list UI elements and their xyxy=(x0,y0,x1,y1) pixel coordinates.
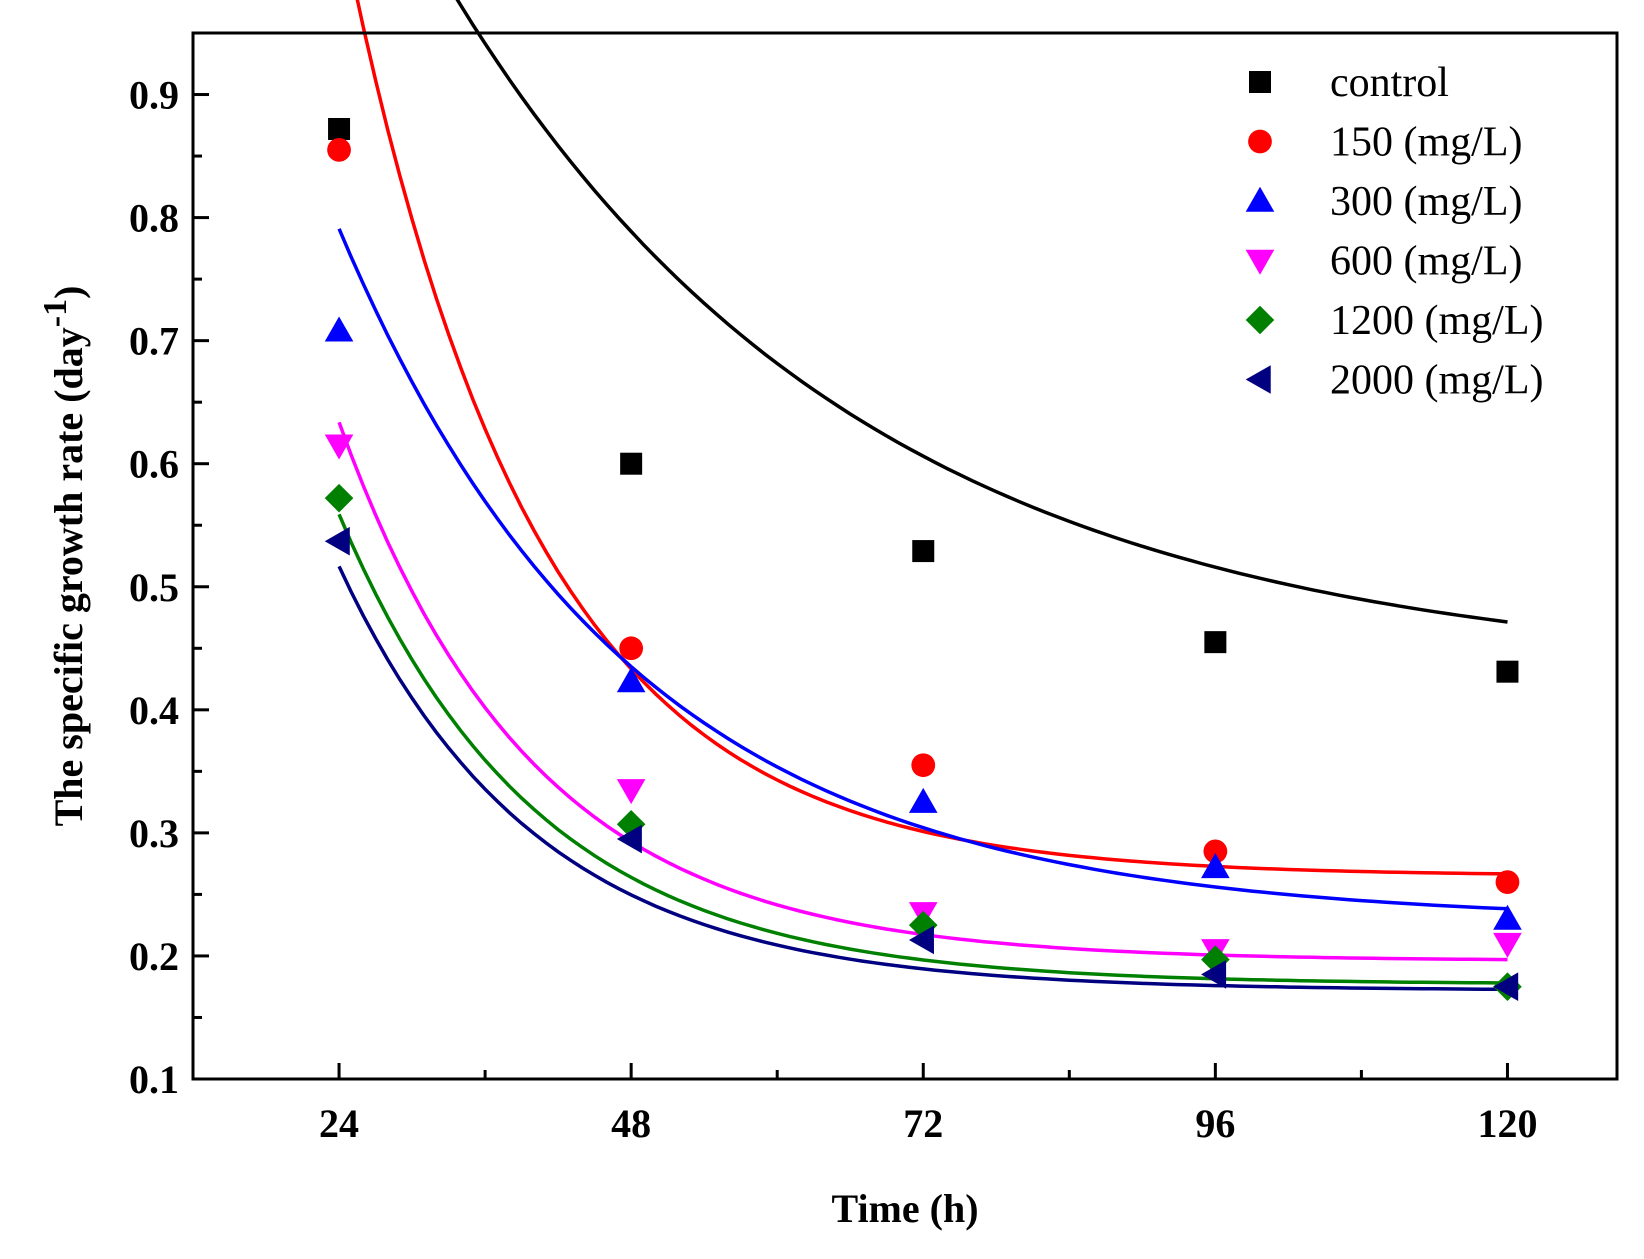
y-tick-label: 0.6 xyxy=(129,442,179,487)
data-point xyxy=(1493,972,1519,1002)
legend-marker xyxy=(1249,71,1271,93)
fit-curve xyxy=(355,0,1508,876)
x-tick-label: 72 xyxy=(903,1101,943,1146)
legend-marker xyxy=(1245,186,1275,212)
fit-curve xyxy=(337,565,1508,992)
fit-curve xyxy=(455,0,1508,624)
x-tick-label: 120 xyxy=(1477,1101,1537,1146)
y-tick-label: 0.7 xyxy=(129,319,179,364)
data-point xyxy=(616,824,642,854)
legend-label: 1200 (mg/L) xyxy=(1330,298,1543,344)
legend-label: 600 (mg/L) xyxy=(1330,239,1522,285)
plot-frame xyxy=(191,31,1619,1081)
data-point xyxy=(1201,853,1230,879)
data-point xyxy=(324,483,354,513)
data-point xyxy=(324,316,354,342)
legend-marker xyxy=(1248,129,1272,154)
data-point xyxy=(1495,870,1520,894)
y-axis-title-close: ) xyxy=(46,286,91,299)
x-axis-title: Time (h) xyxy=(831,1186,978,1231)
y-axis-title: The specific growth rate (day-1) xyxy=(37,286,91,827)
data-point xyxy=(911,753,936,778)
axis-ticks xyxy=(191,93,1509,1081)
fit-curve xyxy=(337,513,1508,985)
legend-marker xyxy=(1245,365,1271,394)
data-point xyxy=(912,540,935,563)
data-point xyxy=(620,452,643,475)
legend-label: 2000 (mg/L) xyxy=(1330,358,1543,404)
axis-tick-labels: 0.1 0.2 0.3 0.4 0.5 0.6 0.7 0.8 0.9 24 48 72 96 120 xyxy=(129,73,1537,1146)
x-tick-label: 96 xyxy=(1195,1101,1235,1146)
y-tick-label: 0.2 xyxy=(129,934,179,979)
data-point xyxy=(1493,904,1522,930)
data-point xyxy=(324,434,354,460)
data-point xyxy=(327,138,351,162)
y-tick-label: 0.1 xyxy=(129,1057,179,1102)
data-point xyxy=(1493,932,1522,958)
data-point xyxy=(616,667,646,693)
data-point xyxy=(328,117,351,140)
data-point xyxy=(324,526,350,556)
data-point xyxy=(1496,660,1519,683)
data-point xyxy=(1204,631,1227,654)
legend-marker xyxy=(1245,305,1275,335)
y-axis-title-exponent: -1 xyxy=(37,299,74,327)
y-tick-label: 0.3 xyxy=(129,811,179,856)
data-point xyxy=(908,787,938,813)
y-tick-label: 0.4 xyxy=(129,688,179,733)
legend-label: 150 (mg/L) xyxy=(1330,120,1522,166)
x-tick-label: 24 xyxy=(319,1101,359,1146)
y-axis-title-main: The specific growth rate (day xyxy=(46,327,91,826)
data-points xyxy=(324,117,1522,1002)
legend-label: control xyxy=(1330,60,1449,106)
fit-curve xyxy=(337,228,1508,911)
data-point xyxy=(1201,960,1227,989)
data-point xyxy=(908,925,934,955)
legend-marker xyxy=(1245,249,1275,275)
x-tick-label: 48 xyxy=(611,1101,651,1146)
legend-label: 300 (mg/L) xyxy=(1330,179,1522,225)
data-point xyxy=(1203,839,1228,864)
y-tick-label: 0.9 xyxy=(129,73,179,118)
data-point xyxy=(616,779,646,805)
data-point xyxy=(619,636,644,661)
y-tick-label: 0.8 xyxy=(129,196,179,241)
y-tick-label: 0.5 xyxy=(129,565,179,610)
legend: control 150 (mg/L) 300 (mg/L) 600 (mg/L) 120… xyxy=(1245,60,1543,404)
